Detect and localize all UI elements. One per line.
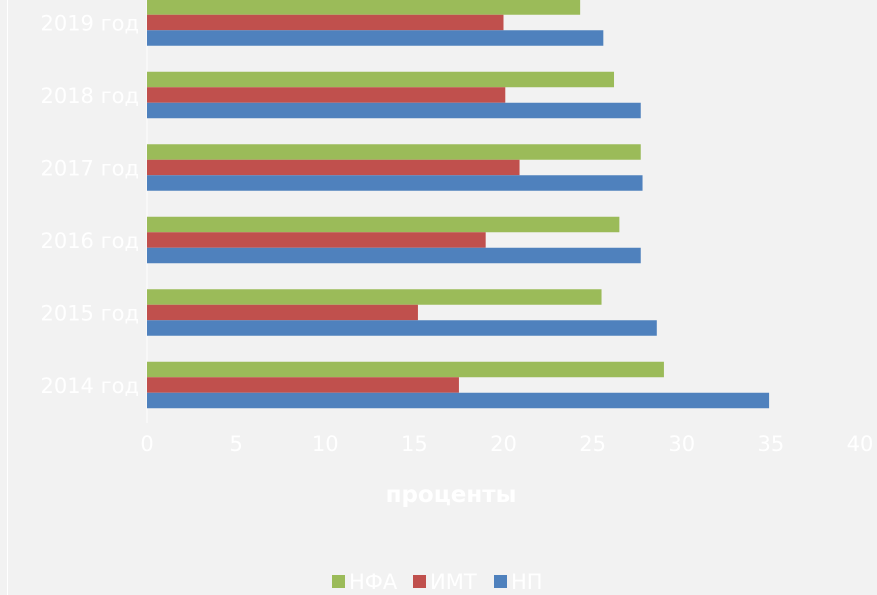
x-tick-label: 5 bbox=[229, 432, 242, 456]
category-label: 2018 год bbox=[40, 84, 139, 108]
bar-2018-год-нп bbox=[147, 102, 641, 119]
bar-2019-год-имт bbox=[147, 14, 504, 31]
bar-2018-год-имт bbox=[147, 87, 506, 103]
legend-label-нп: НП bbox=[511, 570, 543, 594]
x-tick-label: 15 bbox=[401, 432, 428, 456]
bar-2015-год-нфа bbox=[147, 289, 602, 305]
bar-2017-год-нп bbox=[147, 175, 643, 191]
x-tick-label: 25 bbox=[579, 432, 606, 456]
bar-2019-год-нфа bbox=[147, 0, 581, 15]
bar-2016-год-нфа bbox=[147, 216, 620, 233]
category-label: 2015 год bbox=[40, 302, 139, 326]
bar-2014-год-нфа bbox=[147, 361, 664, 378]
x-tick-label: 20 bbox=[490, 432, 517, 456]
bar-2017-год-нфа bbox=[147, 144, 641, 160]
legend-swatch-нп bbox=[494, 575, 507, 588]
legend-swatch-нфа bbox=[332, 575, 345, 588]
bar-2019-год-нп bbox=[147, 30, 604, 46]
x-tick-label: 30 bbox=[668, 432, 695, 456]
bar-2016-год-нп bbox=[147, 247, 641, 264]
legend: НФА ИМТ НП bbox=[332, 570, 543, 594]
category-label: 2017 год bbox=[40, 157, 139, 181]
x-tick-label: 40 bbox=[847, 432, 874, 456]
x-axis-label: проценты bbox=[386, 482, 517, 508]
x-tick-label: 35 bbox=[758, 432, 785, 456]
x-tick-label: 10 bbox=[312, 432, 339, 456]
bar-2015-год-нп bbox=[147, 320, 657, 336]
legend-label-имт: ИМТ bbox=[430, 570, 477, 594]
bar-2016-год-имт bbox=[147, 232, 486, 248]
bar-2017-год-имт bbox=[147, 159, 520, 176]
category-label: 2016 год bbox=[40, 229, 139, 253]
x-tick-label: 0 bbox=[140, 432, 153, 456]
bar-2014-год-нп bbox=[147, 392, 770, 409]
bar-2015-год-имт bbox=[147, 304, 418, 321]
left-border bbox=[7, 0, 8, 595]
category-label: 2019 год bbox=[40, 12, 139, 36]
legend-swatch-имт bbox=[413, 575, 426, 588]
category-label: 2014 год bbox=[40, 374, 139, 398]
bar-2018-год-нфа bbox=[147, 71, 615, 88]
legend-label-нфа: НФА bbox=[349, 570, 398, 594]
bar-2014-год-имт bbox=[147, 377, 459, 393]
